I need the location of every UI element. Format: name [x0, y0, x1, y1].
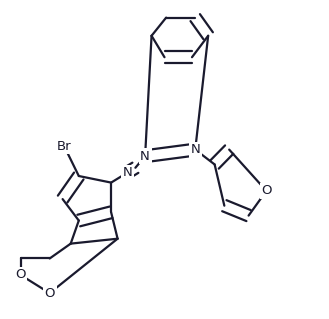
Text: N: N	[190, 143, 200, 156]
Text: O: O	[44, 287, 55, 300]
Text: O: O	[261, 184, 272, 197]
Text: O: O	[15, 269, 26, 281]
Text: N: N	[122, 166, 132, 179]
Text: Br: Br	[57, 140, 71, 153]
Text: N: N	[140, 150, 150, 163]
